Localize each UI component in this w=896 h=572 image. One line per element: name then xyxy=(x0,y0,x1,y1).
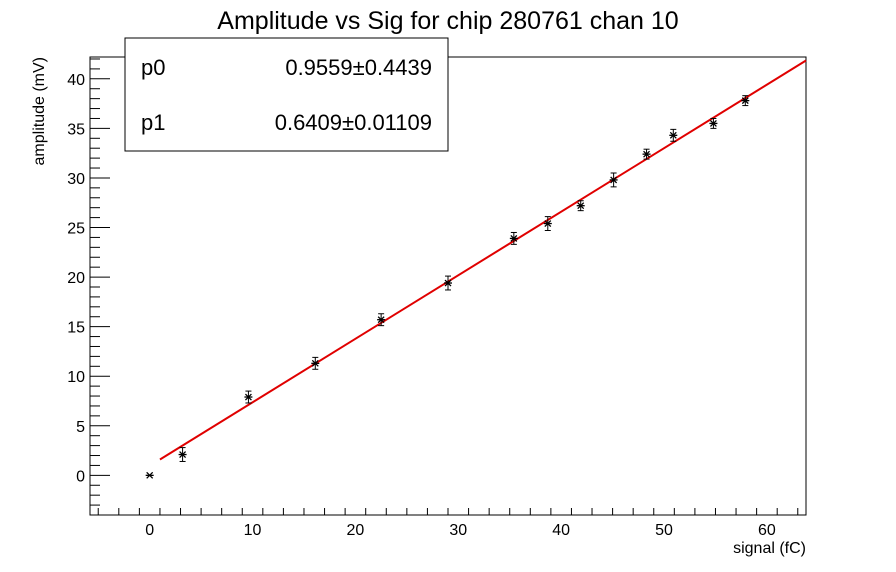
marker-stroke xyxy=(610,176,618,184)
stat-p0-error: 0.4439 xyxy=(365,55,432,80)
data-point xyxy=(444,275,452,291)
marker-stroke xyxy=(709,119,717,127)
marker-stroke xyxy=(577,202,585,210)
stat-p0-plus-minus: ± xyxy=(353,55,365,80)
chart-title: Amplitude vs Sig for chip 280761 chan 10 xyxy=(217,7,678,35)
y-tick-label: 5 xyxy=(76,419,85,436)
data-point xyxy=(543,216,552,231)
marker-stroke xyxy=(377,316,385,324)
x-tick-label: 50 xyxy=(655,522,673,539)
x-axis-label: signal (fC) xyxy=(733,540,806,557)
y-tick-label: 15 xyxy=(67,320,85,337)
fit-line xyxy=(159,59,807,461)
stat-p0-estimate: 0.9559 xyxy=(285,55,352,80)
y-tick-label: 40 xyxy=(67,72,85,89)
stats-box-frame xyxy=(124,37,449,152)
x-tick-label: 30 xyxy=(449,522,467,539)
marker-stroke xyxy=(643,150,651,158)
data-point xyxy=(178,447,187,462)
data-point xyxy=(509,231,518,245)
stat-p0-name: p0 xyxy=(141,55,165,80)
stat-p1-name: p1 xyxy=(141,110,165,135)
marker-stroke xyxy=(444,279,452,287)
data-point xyxy=(609,172,618,188)
marker-stroke xyxy=(244,393,252,401)
y-axis-label: amplitude (mV) xyxy=(31,57,48,165)
stat-p0-value: 0.9559±0.4439 xyxy=(285,55,432,80)
x-tick-label: 40 xyxy=(552,522,570,539)
x-tick-label: 60 xyxy=(758,522,776,539)
marker-stroke xyxy=(179,451,187,458)
fit-layer xyxy=(159,59,807,461)
y-axis: 0 5 10 15 20 25 30 35 40 xyxy=(67,58,110,516)
y-tick-label: 35 xyxy=(67,121,85,138)
y-tick-label: 10 xyxy=(67,369,85,386)
stats-box: p0 0.9559±0.4439 p1 0.6409±0.01109 xyxy=(124,37,449,152)
x-tick-label: 0 xyxy=(145,522,154,539)
stat-p1-value: 0.6409±0.01109 xyxy=(275,110,432,135)
data-point xyxy=(669,128,678,142)
data-point xyxy=(576,200,585,212)
y-tick-label: 30 xyxy=(67,171,85,188)
data-point xyxy=(377,313,386,327)
stat-p1-plus-minus: ± xyxy=(342,110,354,135)
data-points xyxy=(145,95,750,479)
y-tick-label: 0 xyxy=(76,468,85,485)
data-point xyxy=(311,356,320,370)
data-point xyxy=(244,390,253,404)
marker-stroke xyxy=(146,471,154,479)
data-point xyxy=(741,95,750,107)
data-point xyxy=(145,471,154,479)
data-point xyxy=(709,117,718,129)
data-point xyxy=(642,148,651,160)
y-tick-label: 20 xyxy=(67,270,85,287)
marker-stroke xyxy=(544,220,552,228)
marker-stroke xyxy=(311,359,319,367)
x-tick-label: 10 xyxy=(244,522,262,539)
stat-p1-error: 0.01109 xyxy=(354,110,432,135)
x-tick-label: 20 xyxy=(347,522,365,539)
marker-stroke xyxy=(510,234,518,242)
y-tick-label: 25 xyxy=(67,221,85,238)
marker-stroke xyxy=(669,131,677,139)
x-axis: 0 10 20 30 40 50 60 xyxy=(97,508,799,539)
marker-stroke xyxy=(741,97,749,105)
stat-p1-estimate: 0.6409 xyxy=(275,110,342,135)
